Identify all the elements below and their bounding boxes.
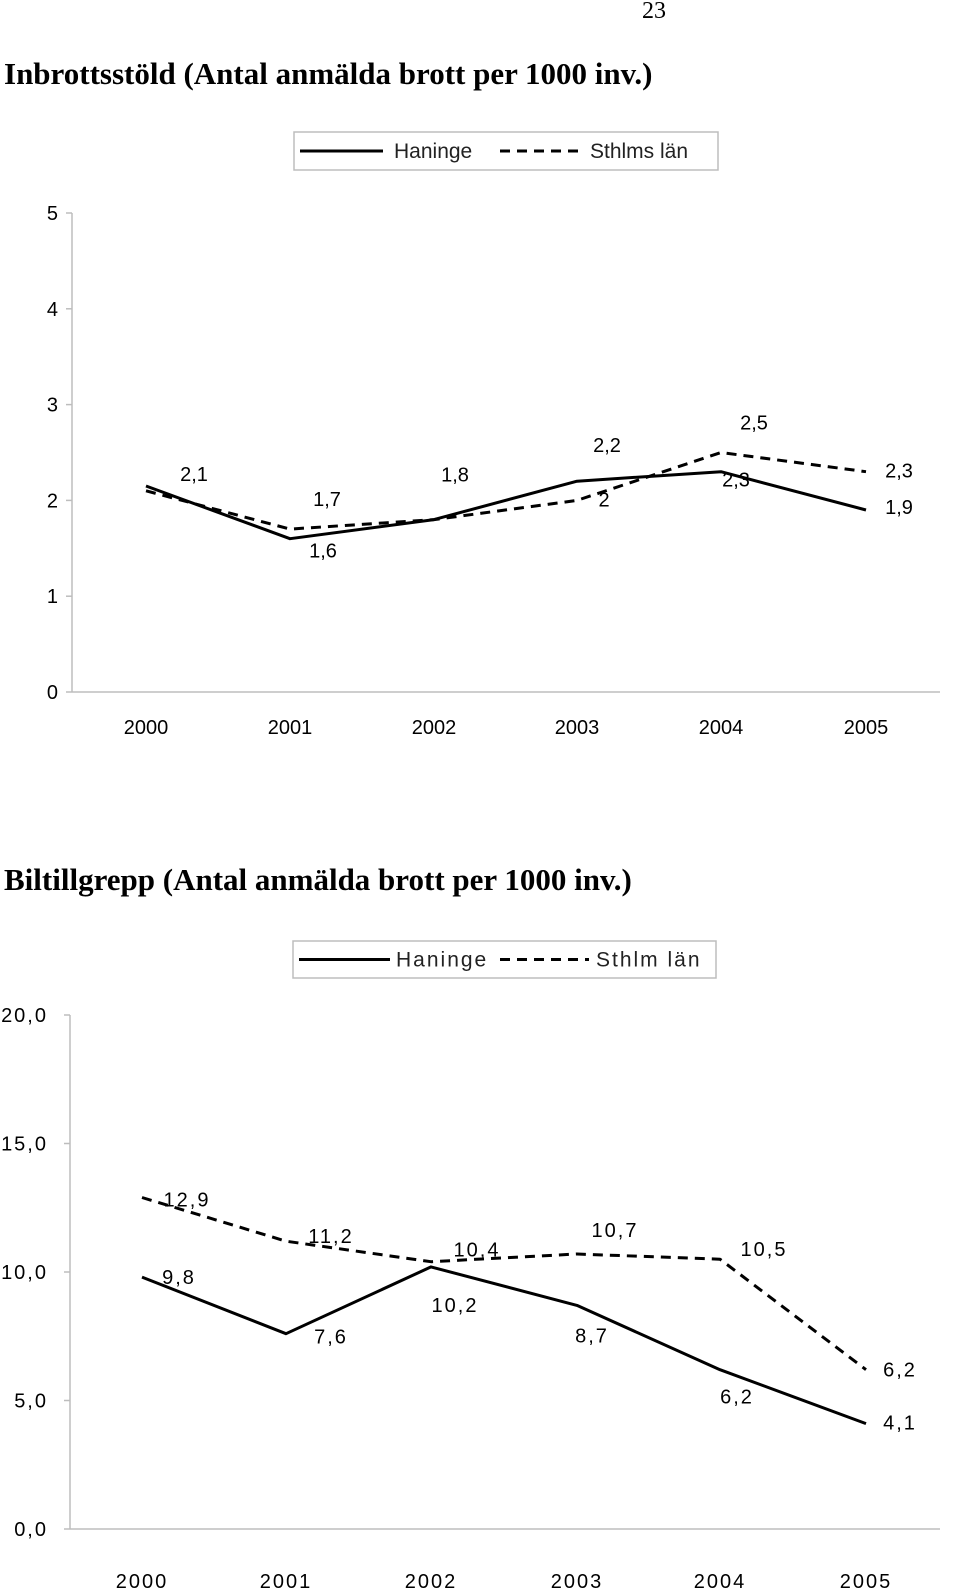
x-tick-label: 2000 xyxy=(124,717,169,739)
y-tick-label: 1 xyxy=(47,586,58,608)
y-tick-label: 3 xyxy=(47,395,58,417)
legend-label: Sthlm län xyxy=(596,949,702,972)
y-tick-label: 5,0 xyxy=(14,1391,48,1413)
data-label: 11,2 xyxy=(308,1226,353,1248)
y-tick-label: 0,0 xyxy=(14,1519,48,1541)
y-tick-label: 4 xyxy=(47,299,58,321)
legend-label: Haninge xyxy=(394,140,472,163)
data-label: 1,9 xyxy=(885,497,913,519)
data-label: 6,2 xyxy=(883,1360,917,1382)
x-tick-label: 2001 xyxy=(260,1571,313,1593)
x-tick-label: 2002 xyxy=(412,717,457,739)
data-label: 2,1 xyxy=(180,464,208,486)
page-number: 23 xyxy=(642,0,666,24)
x-tick-label: 2003 xyxy=(555,717,600,739)
data-label: 2,2 xyxy=(593,435,621,457)
y-tick-label: 10,0 xyxy=(1,1262,48,1284)
legend-label: Sthlms län xyxy=(590,140,688,163)
series-line-haninge xyxy=(141,1265,867,1426)
x-tick-label: 2000 xyxy=(116,1571,169,1593)
x-tick-label: 2004 xyxy=(699,717,744,739)
data-label: 1,7 xyxy=(313,489,341,511)
line-chart-inbrottsstold: 0 1 2 3 4 5 2000 2001 2002 2003 2004 2005 2,1 1,6 1,8 2… xyxy=(47,131,940,739)
chart-title-inbrottsstold: Inbrottsstöld (Antal anmälda brott per 1… xyxy=(4,56,653,91)
data-label: 10,2 xyxy=(432,1295,479,1317)
data-label: 2,3 xyxy=(722,470,750,492)
data-label: 8,7 xyxy=(575,1325,609,1347)
data-label: 2 xyxy=(598,489,609,511)
x-tick-label: 2003 xyxy=(551,1571,604,1593)
series-line-sthlms-län xyxy=(145,451,867,531)
data-label: 6,2 xyxy=(720,1387,754,1409)
data-label: 1,8 xyxy=(441,465,469,487)
data-label: 10,4 xyxy=(454,1240,501,1262)
x-tick-label: 2005 xyxy=(840,1571,893,1593)
x-tick-label: 2004 xyxy=(694,1571,747,1593)
data-label: 12,9 xyxy=(164,1189,211,1211)
series-line-sthlm-län xyxy=(141,1196,867,1371)
data-label: 1,6 xyxy=(309,541,337,563)
data-label: 7,6 xyxy=(314,1327,348,1349)
data-label: 9,8 xyxy=(162,1267,196,1289)
y-tick-label: 20,0 xyxy=(1,1005,48,1027)
chart-title-biltillgrepp: Biltillgrepp (Antal anmälda brott per 10… xyxy=(4,862,632,897)
x-tick-label: 2005 xyxy=(844,717,889,739)
data-label: 2,3 xyxy=(885,461,913,483)
data-label: 10,5 xyxy=(741,1239,788,1261)
legend-label: Haninge xyxy=(396,949,488,972)
data-label: 10,7 xyxy=(592,1220,639,1242)
y-tick-label: 5 xyxy=(47,203,58,225)
y-tick-label: 2 xyxy=(47,490,58,512)
series-line-haninge xyxy=(145,470,867,541)
y-tick-label: 15,0 xyxy=(1,1134,48,1156)
x-tick-label: 2001 xyxy=(268,717,313,739)
data-label: 2,5 xyxy=(740,413,768,435)
y-tick-label: 0 xyxy=(47,682,58,704)
data-label: 4,1 xyxy=(883,1413,917,1435)
x-tick-label: 2002 xyxy=(405,1571,458,1593)
